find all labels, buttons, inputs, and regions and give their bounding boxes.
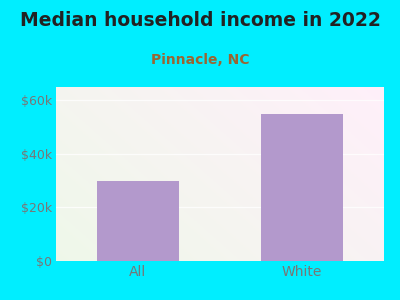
Text: Pinnacle, NC: Pinnacle, NC xyxy=(151,52,249,67)
Bar xyxy=(97,181,179,261)
Text: Median household income in 2022: Median household income in 2022 xyxy=(20,11,380,29)
Bar xyxy=(261,114,343,261)
